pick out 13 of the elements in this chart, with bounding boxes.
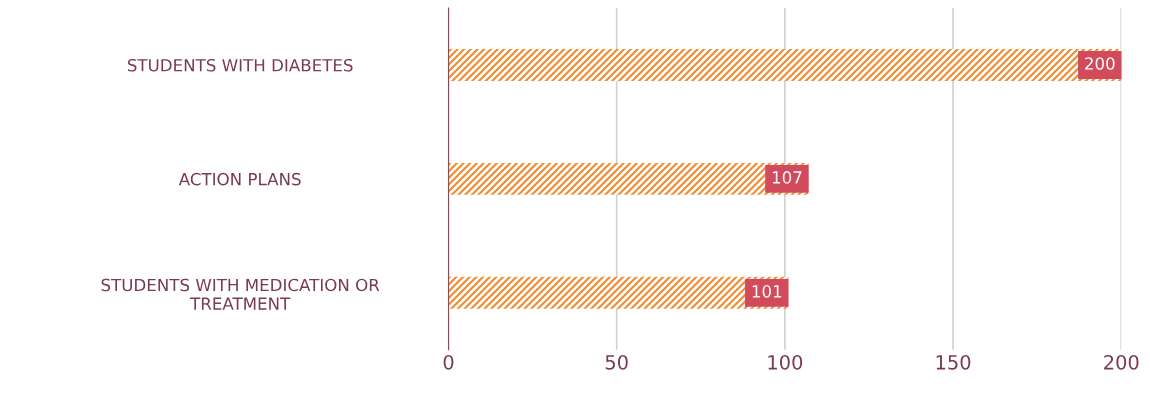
data-label: 200 (1085, 57, 1115, 70)
y-tick-label: ACTION PLANS (178, 172, 301, 186)
data-label: 107 (772, 171, 802, 184)
x-tick-label: 200 (1104, 354, 1139, 370)
bar (448, 162, 809, 195)
data-label: 101 (752, 285, 782, 298)
y-tick-label: STUDENTS WITH DIABETES (127, 58, 353, 72)
x-tick-label: 150 (936, 354, 971, 370)
bar (448, 49, 1122, 81)
y-tick-label: STUDENTS WITH MEDICATION OR TREATMENT (101, 278, 380, 310)
x-tick-label: 100 (768, 354, 803, 370)
x-tick-label: 50 (605, 354, 628, 370)
x-tick-label: 0 (443, 354, 454, 370)
